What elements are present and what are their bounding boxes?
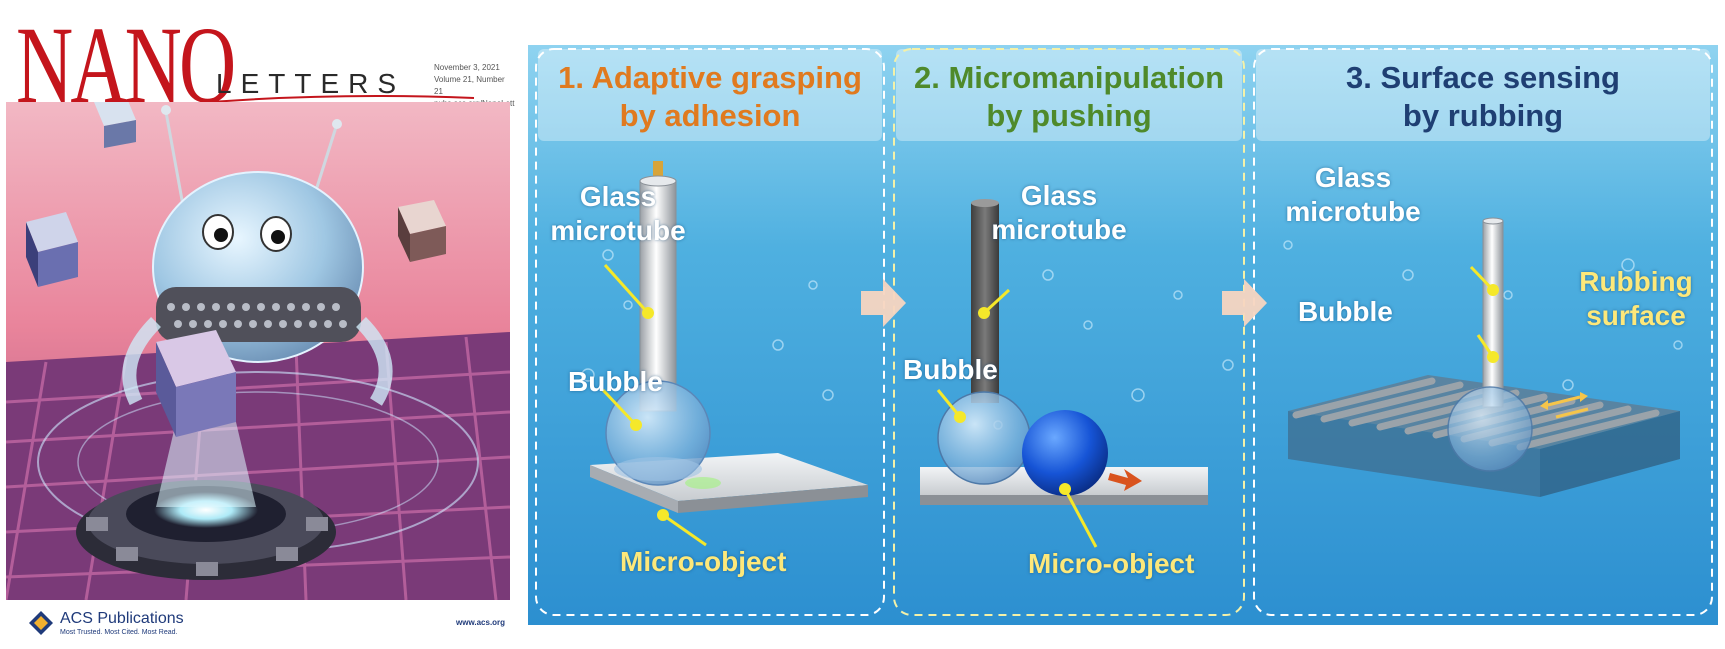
panel-3-frame: [1253, 48, 1713, 616]
air-bubbles-decoration: [581, 240, 1683, 430]
panel-3-title: 3. Surface sensing by rubbing: [1346, 60, 1620, 133]
rubbing-direction-icon: [1547, 395, 1589, 419]
panel-2-illustration: [920, 199, 1208, 548]
panel-1-title: 1. Adaptive grasping by adhesion: [558, 60, 862, 133]
water-background: [528, 45, 1718, 625]
panel-2-bubble-label: Bubble: [903, 354, 998, 385]
panel-2-tube-label: Glass microtube: [991, 180, 1127, 245]
panel-3-illustration: [1288, 217, 1680, 497]
acs-logo-icon: [29, 611, 53, 635]
publisher-url[interactable]: www.acs.org: [456, 618, 506, 627]
panel-2-object-label: Micro-object: [1028, 548, 1195, 579]
step-arrow-icon: [1222, 279, 1267, 327]
diagram-graphics: [528, 45, 1718, 625]
panel-3-surface-label: Rubbing surface: [1579, 266, 1693, 331]
panel-1-illustration: [590, 161, 868, 547]
panel-1-tube-label: Glass microtube: [550, 181, 686, 246]
publisher-name: ACS Publications: [60, 610, 184, 627]
cover-swoosh: [186, 95, 475, 105]
panel-1-bubble-label: Bubble: [568, 366, 663, 397]
panel-1-frame: [535, 48, 885, 616]
journal-cover: NANO LETTERS November 3, 2021 Volume 21,…: [6, 8, 515, 640]
panel-3-tube-label: Glass microtube: [1285, 162, 1421, 227]
publisher-tagline: Most Trusted. Most Cited. Most Read.: [60, 629, 178, 636]
panel-3-bubble-label: Bubble: [1298, 296, 1393, 327]
cover-artwork: [6, 102, 510, 600]
panel-2-title: 2. Micromanipulation by pushing: [913, 60, 1225, 133]
push-direction-arrow-icon: [1108, 469, 1142, 491]
panel-2-frame: [893, 48, 1245, 616]
panel-1-object-label: Micro-object: [620, 546, 787, 577]
cover-footer: ACS Publications Most Trusted. Most Cite…: [22, 610, 506, 640]
step-arrow-icon: [861, 279, 906, 327]
journal-subtitle: LETTERS: [216, 68, 406, 99]
bubble-manipulation-diagram: 1. Adaptive grasping by adhesion 2. Micr…: [528, 45, 1718, 625]
